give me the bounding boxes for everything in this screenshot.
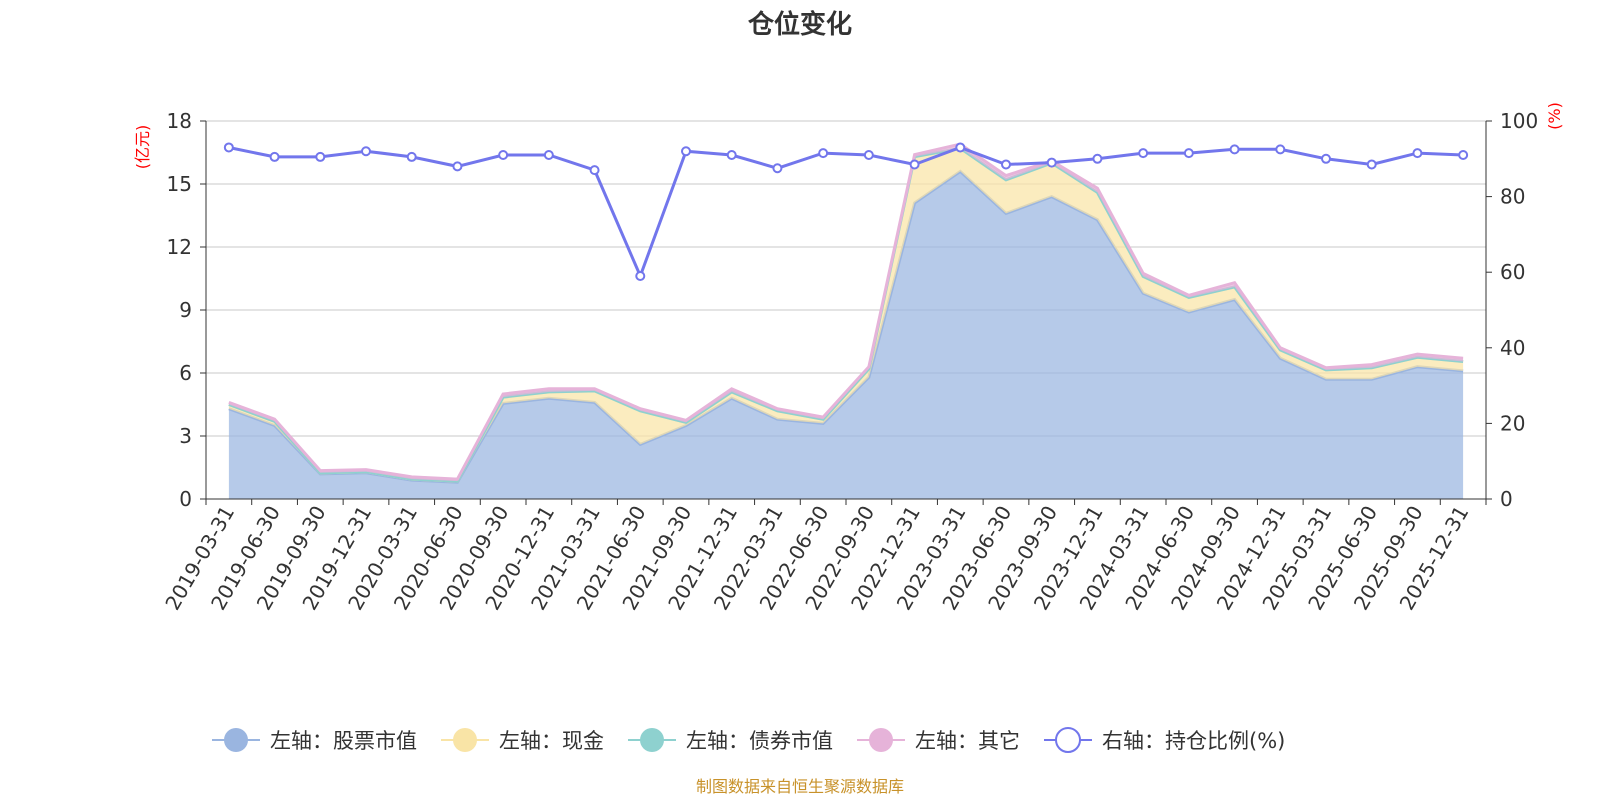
ratio-point <box>406 151 417 162</box>
legend-marker <box>224 728 248 752</box>
line-series <box>223 142 1469 281</box>
right-tick-label: 40 <box>1500 336 1525 360</box>
source-note: 制图数据来自恒生聚源数据库 <box>696 777 904 796</box>
right-tick-label: 0 <box>1500 487 1513 511</box>
chart-title: 仓位变化 <box>747 9 852 40</box>
ratio-point <box>1366 159 1377 170</box>
area-edge-3 <box>228 142 1464 481</box>
ratio-point <box>863 150 874 161</box>
ratio-point <box>818 148 829 159</box>
ratio-point <box>1092 153 1103 164</box>
ratio-point <box>1229 144 1240 155</box>
ratio-point <box>635 270 646 281</box>
left-tick-label: 0 <box>179 487 192 511</box>
ratio-point <box>589 165 600 176</box>
ratio-point <box>1046 157 1057 168</box>
left-tick-label: 18 <box>167 109 192 133</box>
ratio-point <box>1183 148 1194 159</box>
legend-label: 左轴：现金 <box>499 729 604 753</box>
legend: 左轴：股票市值 左轴：现金 左轴：债券市值 左轴：其它 右轴：持仓比例(%) <box>212 727 1285 753</box>
legend-label: 左轴：债券市值 <box>686 729 833 753</box>
axes: 03691215180204060801002019-03-312019-06-… <box>160 109 1538 614</box>
ratio-point <box>543 150 554 161</box>
ratio-point <box>726 150 737 161</box>
legend-label: 左轴：股票市值 <box>270 729 417 753</box>
right-tick-label: 100 <box>1500 109 1538 133</box>
ratio-point <box>1275 144 1286 155</box>
left-axis-unit: (亿元) <box>133 125 152 170</box>
ratio-point <box>361 146 371 157</box>
ratio-point <box>772 163 783 174</box>
ratio-point <box>1412 148 1423 159</box>
area-1 <box>228 148 1464 483</box>
legend-item[interactable]: 左轴：其它 <box>857 728 1020 753</box>
legend-item[interactable]: 右轴：持仓比例(%) <box>1044 727 1285 753</box>
right-tick-label: 80 <box>1500 185 1525 209</box>
legend-item[interactable]: 左轴：股票市值 <box>212 728 417 753</box>
ratio-point <box>909 159 920 170</box>
ratio-line <box>228 145 1464 281</box>
ratio-point <box>269 151 280 162</box>
ratio-point <box>223 142 234 153</box>
right-tick-label: 20 <box>1500 411 1525 435</box>
ratio-point <box>1321 153 1331 164</box>
right-axis-unit: (%) <box>1545 102 1564 130</box>
ratio-point <box>498 150 509 161</box>
legend-marker <box>869 728 893 752</box>
area-0 <box>228 171 1464 499</box>
ratio-point <box>1138 148 1149 159</box>
ratio-point <box>1001 159 1011 170</box>
left-tick-label: 3 <box>179 424 192 448</box>
ratio-point <box>452 161 463 172</box>
left-tick-label: 12 <box>167 235 192 259</box>
legend-marker <box>453 728 477 752</box>
legend-marker <box>1055 727 1081 753</box>
legend-item[interactable]: 左轴：现金 <box>441 728 604 753</box>
left-tick-label: 6 <box>179 361 192 385</box>
legend-label: 左轴：其它 <box>915 729 1020 753</box>
ratio-point <box>315 151 326 162</box>
area-series <box>228 142 1464 499</box>
ratio-point <box>955 142 966 153</box>
ratio-point <box>681 146 691 157</box>
legend-item[interactable]: 左轴：债券市值 <box>628 728 833 753</box>
ratio-point <box>1458 150 1469 161</box>
left-tick-label: 15 <box>167 172 192 196</box>
right-tick-label: 60 <box>1500 260 1525 284</box>
left-tick-label: 9 <box>179 298 192 322</box>
legend-marker <box>640 728 664 752</box>
legend-label: 右轴：持仓比例(%) <box>1102 729 1285 753</box>
